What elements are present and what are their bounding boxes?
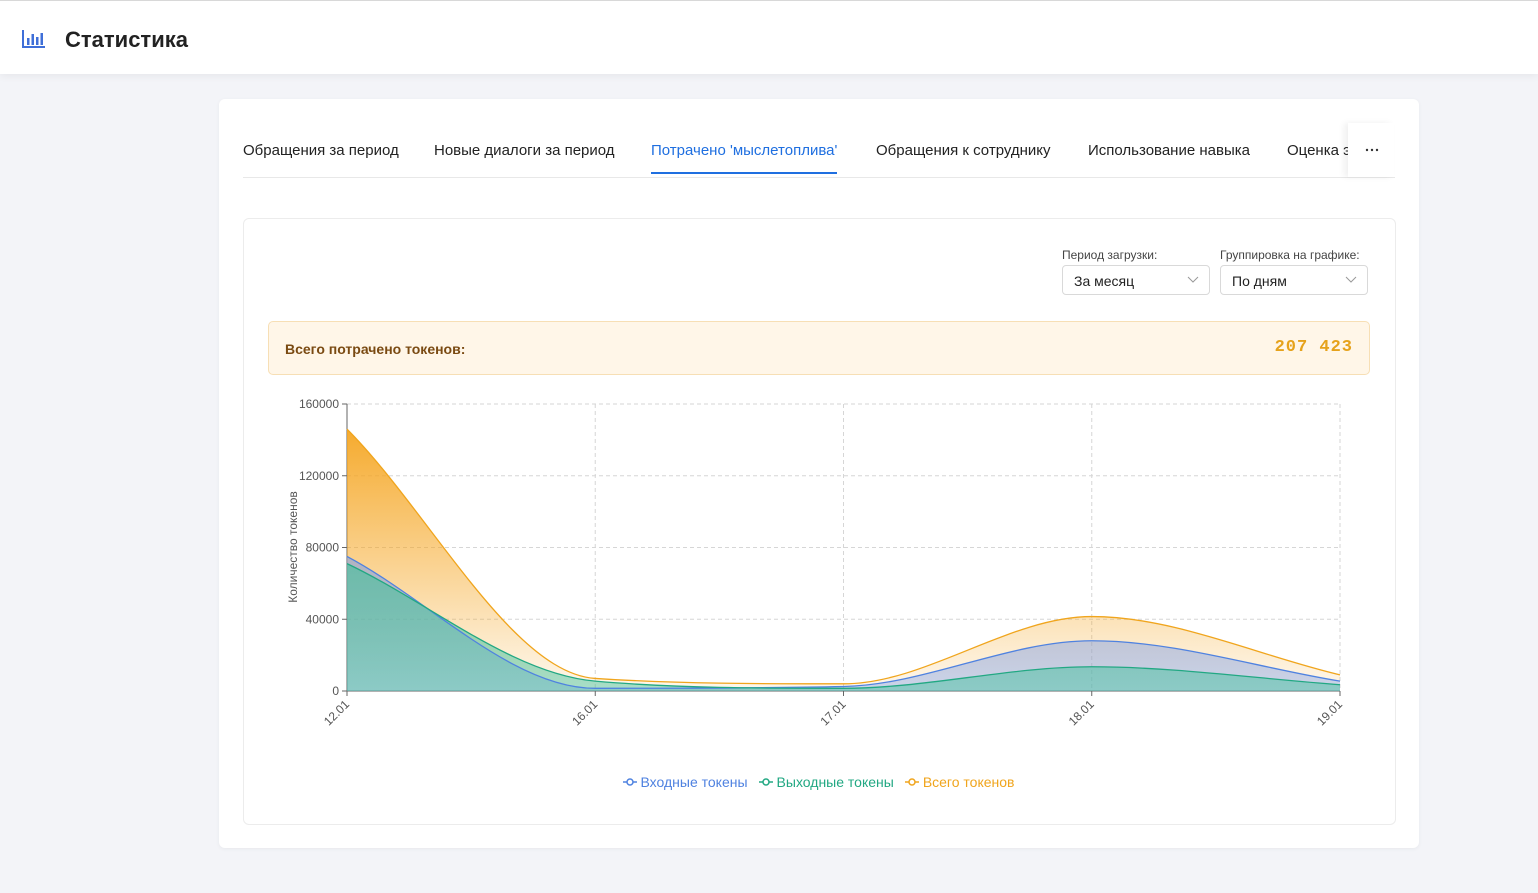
summary-label: Всего потрачено токенов: — [285, 341, 466, 357]
chevron — [1345, 276, 1357, 283]
x-tick-label: 17.01 — [817, 697, 848, 728]
x-tick-label: 19.01 — [1314, 697, 1345, 728]
y-tick-label: 120000 — [299, 469, 339, 483]
tab[interactable]: Обращения за период — [243, 142, 399, 159]
legend: Входные токены Выходные токены Всего токен… — [268, 774, 1368, 790]
legend-label: Входные токены — [640, 774, 748, 790]
stats-icon — [22, 30, 45, 48]
tab[interactable]: Новые диалоги за период — [434, 142, 615, 159]
y-axis-title: Количество токенов — [286, 491, 300, 603]
tabs: Обращения за период Новые диалоги за пери… — [243, 130, 1395, 178]
tab[interactable]: Потрачено 'мыслетоплива' — [651, 142, 838, 174]
header: Статистика — [0, 0, 1538, 74]
series-line — [346, 555, 1341, 689]
legend-icon — [904, 778, 919, 786]
tab[interactable]: Оценка э — [1287, 142, 1348, 159]
area-fill — [347, 556, 1340, 691]
y-tick-label: 80000 — [306, 541, 340, 555]
select-value: По дням — [1232, 273, 1287, 289]
legend-icon — [758, 778, 773, 786]
select-value: За месяц — [1074, 273, 1135, 289]
area-fill — [347, 429, 1340, 691]
y-tick-label: 0 — [332, 684, 339, 698]
chevron — [1187, 276, 1199, 283]
legend-label: Всего токенов — [922, 774, 1015, 790]
legend-icon — [622, 778, 637, 786]
summary: Всего потрачено токенов: 207 423 — [268, 321, 1370, 375]
legend-item[interactable]: Выходные токены — [758, 774, 894, 790]
area-fill — [347, 563, 1340, 691]
filter-label: Группировка на графике: — [1220, 248, 1360, 262]
x-tick-label: 12.01 — [321, 697, 352, 728]
chart-panel — [243, 218, 1396, 825]
summary-value: 207 423 — [1274, 338, 1353, 357]
x-tick-label: 16.01 — [569, 697, 600, 728]
chart: Количество токенов 0 40000 80000 120000 1600… — [286, 397, 1345, 728]
legend-item[interactable]: Всего токенов — [904, 774, 1015, 790]
legend-item[interactable]: Входные токены — [622, 774, 748, 790]
filter-label: Период загрузки: — [1062, 248, 1158, 262]
tab[interactable]: Обращения к сотруднику — [876, 142, 1051, 159]
x-tick-label: 18.01 — [1066, 697, 1097, 728]
series-line — [346, 563, 1341, 689]
more-icon — [1365, 148, 1379, 152]
series-line — [346, 428, 1341, 685]
select[interactable]: По дням — [1220, 265, 1368, 295]
y-tick-label: 40000 — [306, 612, 340, 626]
tab[interactable]: Использование навыка — [1088, 142, 1250, 159]
page-title: Статистика — [65, 27, 188, 52]
y-tick-label: 160000 — [299, 397, 339, 411]
select[interactable]: За месяц — [1062, 265, 1210, 295]
legend-label: Выходные токены — [776, 774, 894, 790]
tabs-more[interactable] — [1348, 123, 1394, 177]
